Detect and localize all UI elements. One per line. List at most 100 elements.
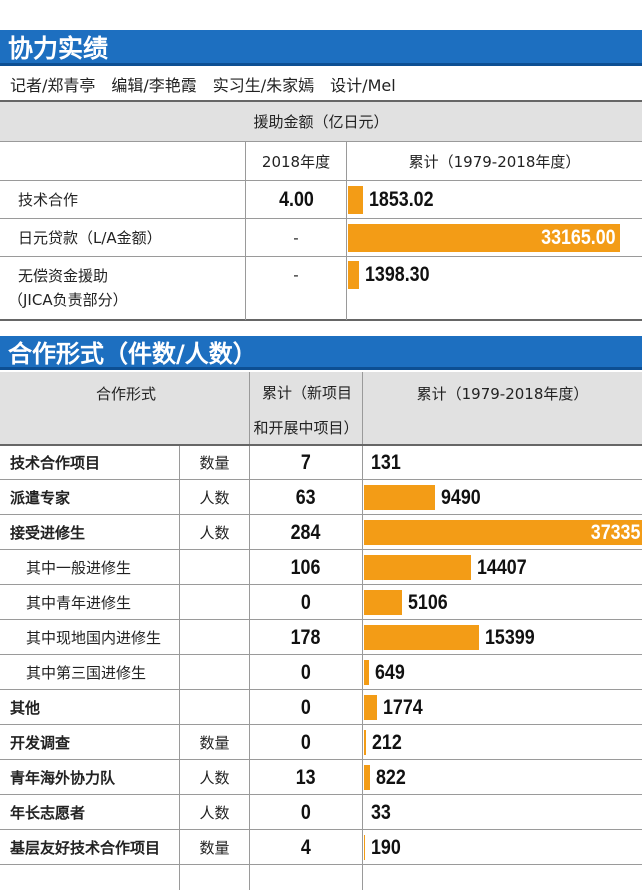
forms-row-label: 基层友好技术合作项目 [10, 839, 161, 857]
forms-row-new-value-text: 106 [291, 555, 321, 579]
amount-row-label-text: 无偿资金援助 [18, 267, 109, 285]
forms-row-new-value-text: 7 [301, 450, 311, 474]
forms-cumulative-label: 14407 [477, 555, 535, 580]
col-header-type: 合作形式 [0, 374, 252, 412]
forms-cumulative-label: 131 [371, 450, 406, 475]
amount-row-2018-value-text: - [293, 228, 299, 247]
col-header-2018: 2018年度 [246, 142, 346, 180]
col-header-new-1-text: 累计（新项目 [261, 383, 352, 402]
forms-cumulative-label-text: 9490 [440, 485, 481, 509]
forms-row-new-value: 284 [250, 515, 362, 550]
forms-cumulative-bar [364, 835, 366, 860]
col-header-new-2-text: 和开展中项目） [253, 418, 359, 437]
forms-row-new-value-text: 13 [296, 765, 316, 789]
forms-row-new-value-text: 0 [301, 695, 311, 719]
forms-cumulative-bar [364, 660, 369, 685]
col-header-new-2: 和开展中项目） [248, 410, 364, 444]
col-header-cumulative-2: 累计（1979-2018年度） [363, 374, 642, 412]
divider [0, 759, 642, 760]
forms-row-new-value-text: 4 [301, 835, 311, 859]
col-header-2018-text: 2018年度 [261, 152, 331, 171]
forms-cumulative-label: 190 [371, 835, 406, 860]
forms-cumulative-label: 9490 [441, 485, 488, 510]
forms-row-new-value: 63 [250, 480, 362, 515]
forms-row-new-value-text: 0 [301, 660, 311, 684]
forms-cumulative-label-text: 649 [374, 660, 405, 684]
col-header-cumulative-2-text: 累计（1979-2018年度） [416, 384, 589, 403]
section-title-cooperation-forms: 合作形式（件数/人数） [0, 336, 642, 370]
forms-row-label: 其中一般进修生 [26, 559, 132, 577]
forms-cumulative-label: 37335 [364, 520, 640, 545]
forms-row-label: 其他 [10, 699, 41, 717]
amount-row-2018-value-text: 4.00 [278, 187, 314, 211]
divider [0, 794, 642, 795]
forms-row-label: 其中第三国进修生 [26, 664, 147, 682]
divider [249, 372, 250, 890]
forms-cumulative-label: 649 [375, 660, 410, 685]
forms-cumulative-bar [364, 695, 378, 720]
section-title-cooperation-results: 协力实绩 [0, 30, 642, 66]
forms-row-new-value: 178 [250, 620, 362, 655]
amount-row-label: 无偿资金援助 （JICA负责部分） [8, 257, 243, 319]
divider [0, 689, 642, 690]
forms-cumulative-label: 1774 [383, 695, 430, 720]
divider [0, 829, 642, 830]
forms-cumulative-bar [364, 625, 479, 650]
amount-row-label-text: 技术合作 [18, 190, 79, 209]
forms-row-unit: 数量 [199, 734, 230, 752]
forms-row-label: 其中青年进修生 [26, 594, 132, 612]
divider [0, 256, 642, 257]
amount-header: 援助金额（亿日元） [0, 101, 642, 141]
section-title-text: 协力实绩 [8, 33, 109, 63]
divider [0, 864, 642, 865]
forms-cumulative-label-text: 15399 [484, 625, 535, 649]
divider [179, 445, 180, 890]
forms-cumulative-bar [364, 520, 642, 545]
amount-cumulative-label: 33165.00 [348, 224, 616, 252]
forms-row-label: 接受进修生 [10, 524, 86, 542]
amount-row-2018-value: - [246, 219, 346, 256]
forms-cumulative-label-text: 1774 [383, 695, 423, 719]
amount-cumulative-label-text: 1853.02 [369, 187, 434, 211]
amount-row-label-sub: （JICA负责部分） [8, 291, 128, 309]
forms-cumulative-bar [364, 590, 403, 615]
credits-line: 记者/郑青亭 编辑/李艳霞 实习生/朱家嫣 设计/Mel [10, 76, 396, 95]
forms-cumulative-bar [364, 765, 371, 790]
divider [0, 100, 642, 102]
forms-row-new-value-text: 63 [296, 485, 316, 509]
amount-row-2018-value: - [246, 257, 346, 293]
forms-row-label: 年长志愿者 [10, 804, 86, 822]
divider [0, 180, 642, 181]
forms-row-label: 技术合作项目 [10, 454, 101, 472]
forms-header [0, 372, 642, 444]
section-title-text: 合作形式（件数/人数） [8, 340, 257, 368]
amount-cumulative-bar [348, 223, 620, 252]
col-header-cumulative-text: 累计（1979-2018年度） [408, 152, 581, 171]
divider [0, 319, 642, 321]
divider [0, 654, 642, 655]
divider [0, 619, 642, 620]
amount-row-label-text: 日元贷款（L/A金额） [18, 228, 162, 247]
forms-cumulative-label-text: 37335 [590, 520, 640, 544]
divider [0, 514, 642, 515]
forms-row-unit: 人数 [199, 489, 230, 507]
forms-cumulative-bar [364, 485, 435, 510]
forms-row-unit: 数量 [199, 839, 230, 857]
forms-row-new-value-text: 0 [301, 800, 311, 824]
forms-row-new-value: 0 [250, 795, 362, 830]
amount-cumulative-bar [348, 261, 360, 289]
forms-row-new-value: 0 [250, 725, 362, 760]
col-header-new-1: 累计（新项目 [252, 374, 362, 410]
forms-cumulative-label: 212 [372, 730, 407, 755]
divider [0, 218, 642, 219]
divider [0, 549, 642, 550]
forms-row-new-value: 4 [250, 830, 362, 865]
col-header-type-text: 合作形式 [95, 384, 156, 403]
forms-cumulative-bar [364, 555, 472, 580]
divider [0, 444, 642, 446]
divider [362, 372, 363, 890]
forms-row-new-value: 0 [250, 585, 362, 620]
forms-row-label: 派遣专家 [10, 489, 71, 507]
amount-cumulative-label-text: 1398.30 [365, 263, 430, 286]
forms-row-new-value-text: 284 [291, 520, 321, 544]
